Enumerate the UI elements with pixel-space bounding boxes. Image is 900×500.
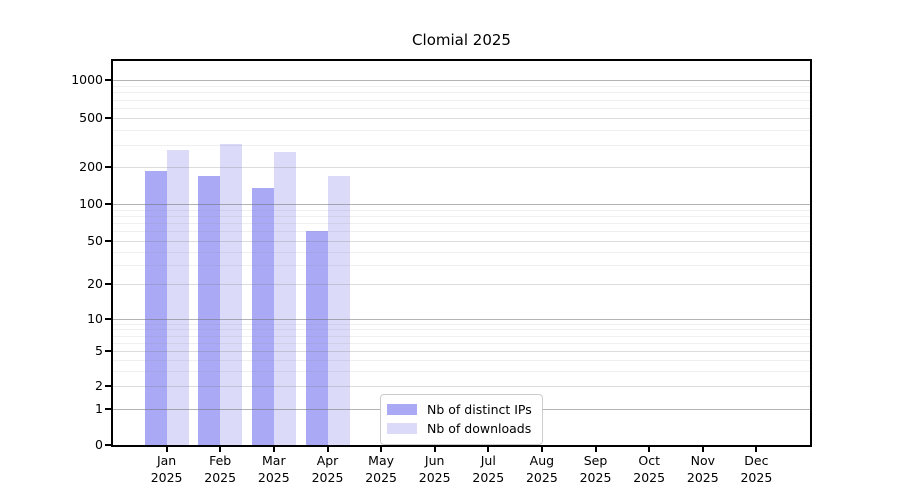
x-axis-tick-dec (755, 447, 758, 452)
y-axis-label-20: 20 (87, 276, 103, 291)
bar-nb-of-distinct-ips-apr (305, 231, 328, 445)
gridline-minor-400 (113, 129, 810, 131)
y-axis-tick-100 (105, 203, 111, 205)
x-axis-label-jul: Jul 2025 (460, 453, 516, 486)
x-axis-label-month-feb: Feb (209, 453, 232, 468)
x-axis-label-month-nov: Nov (690, 453, 715, 468)
x-axis-label-year-oct: 2025 (633, 469, 666, 485)
x-axis-label-month-may: May (368, 453, 395, 468)
x-axis-label-month-aug: Aug (529, 453, 555, 468)
x-axis-tick-apr (326, 447, 329, 452)
x-axis-tick-aug (540, 447, 543, 452)
gridline-500 (113, 118, 810, 119)
bar-nb-of-downloads-feb (220, 143, 243, 445)
y-axis-label-500: 500 (79, 110, 103, 125)
x-axis-label-year-jul: 2025 (472, 469, 505, 485)
bar-nb-of-downloads-apr (327, 175, 350, 445)
y-axis-tick-2 (105, 385, 111, 387)
y-axis-tick-50 (105, 240, 111, 242)
x-axis-tick-oct (648, 447, 651, 452)
x-axis-label-sep: Sep 2025 (568, 453, 624, 486)
x-axis-label-year-sep: 2025 (579, 469, 612, 485)
y-axis-tick-500 (105, 117, 111, 119)
gridline-200 (113, 167, 810, 168)
gridline-minor-800 (113, 92, 810, 94)
y-axis-tick-10 (105, 318, 111, 320)
x-axis-label-month-mar: Mar (262, 453, 286, 468)
y-axis-label-5: 5 (95, 343, 103, 358)
x-axis-tick-may (380, 447, 383, 452)
x-axis-label-year-jan: 2025 (150, 469, 183, 485)
legend-label-downloads: Nb of downloads (427, 421, 532, 436)
bar-nb-of-distinct-ips-mar (251, 188, 274, 445)
legend: Nb of distinct IPs Nb of downloads (380, 394, 543, 445)
legend-swatch-distinct-ips (387, 404, 417, 415)
x-axis-label-jun: Jun 2025 (407, 453, 463, 486)
x-axis-label-year-aug: 2025 (525, 469, 558, 485)
x-axis-tick-jan (165, 447, 168, 452)
x-axis-label-may: May 2025 (353, 453, 409, 486)
y-axis-tick-5 (105, 350, 111, 352)
x-axis-label-aug: Aug 2025 (514, 453, 570, 486)
y-axis-label-1000: 1000 (71, 72, 103, 87)
x-axis-tick-sep (594, 447, 597, 452)
y-axis-label-2: 2 (95, 378, 103, 393)
y-axis-label-100: 100 (79, 196, 103, 211)
gridline-minor-900 (113, 85, 810, 87)
legend-item-downloads: Nb of downloads (387, 419, 534, 438)
legend-item-distinct-ips: Nb of distinct IPs (387, 400, 534, 419)
x-axis-label-year-jun: 2025 (418, 469, 451, 485)
plot-area: 0 1 2 5 10 20 50 100 200 500 1000 Jan 2025 Feb 2025 Mar… (71, 59, 812, 485)
y-axis-label-50: 50 (87, 233, 103, 248)
x-axis-label-apr: Apr 2025 (300, 453, 356, 486)
chart-title: Clomial 2025 (412, 31, 511, 49)
y-axis-tick-20 (105, 283, 111, 285)
y-axis-tick-0 (105, 444, 111, 446)
gridline-minor-700 (113, 99, 810, 101)
y-axis-tick-200 (105, 166, 111, 168)
legend-label-distinct-ips: Nb of distinct IPs (427, 402, 532, 417)
x-axis-label-year-apr: 2025 (311, 469, 344, 485)
x-axis-label-month-sep: Sep (583, 453, 608, 468)
x-axis-label-nov: Nov 2025 (675, 453, 731, 486)
y-axis-label-1: 1 (95, 401, 103, 416)
bar-nb-of-distinct-ips-feb (198, 175, 221, 445)
gridline-minor-300 (113, 145, 810, 147)
x-axis-label-year-feb: 2025 (204, 469, 237, 485)
x-axis-tick-nov (701, 447, 704, 452)
x-axis-label-year-may: 2025 (365, 469, 397, 485)
x-axis-tick-jul (487, 447, 490, 452)
x-axis-label-jan: Jan 2025 (139, 453, 195, 486)
x-axis-label-feb: Feb 2025 (192, 453, 248, 486)
gridline-minor-600 (113, 108, 810, 109)
x-axis-label-month-jul: Jul (480, 453, 496, 468)
x-axis-label-month-oct: Oct (638, 453, 660, 468)
bar-nb-of-distinct-ips-jan (144, 171, 167, 445)
bar-nb-of-downloads-jan (166, 150, 189, 445)
x-axis-label-year-dec: 2025 (740, 469, 773, 485)
x-axis-tick-mar (272, 447, 275, 452)
y-axis-tick-1 (105, 408, 111, 410)
x-axis-label-month-apr: Apr (316, 453, 339, 468)
y-axis-label-200: 200 (79, 159, 103, 174)
y-axis-label-0: 0 (95, 437, 103, 452)
x-axis-label-month-dec: Dec (744, 453, 769, 468)
x-axis-label-oct: Oct 2025 (621, 453, 677, 486)
gridline-1000 (113, 80, 810, 81)
y-axis-label-10: 10 (87, 311, 103, 326)
bar-nb-of-downloads-mar (273, 152, 296, 445)
x-axis-label-year-mar: 2025 (257, 469, 290, 485)
x-axis-tick-feb (219, 447, 222, 452)
y-axis-tick-1000 (105, 79, 111, 81)
x-axis-label-month-jun: Jun (424, 453, 445, 468)
legend-swatch-downloads (387, 423, 417, 434)
x-axis-tick-jun (433, 447, 436, 452)
x-axis-label-mar: Mar 2025 (246, 453, 302, 486)
x-axis-label-year-nov: 2025 (686, 469, 719, 485)
x-axis-label-dec: Dec 2025 (728, 453, 784, 486)
x-axis-label-month-jan: Jan (156, 453, 177, 468)
